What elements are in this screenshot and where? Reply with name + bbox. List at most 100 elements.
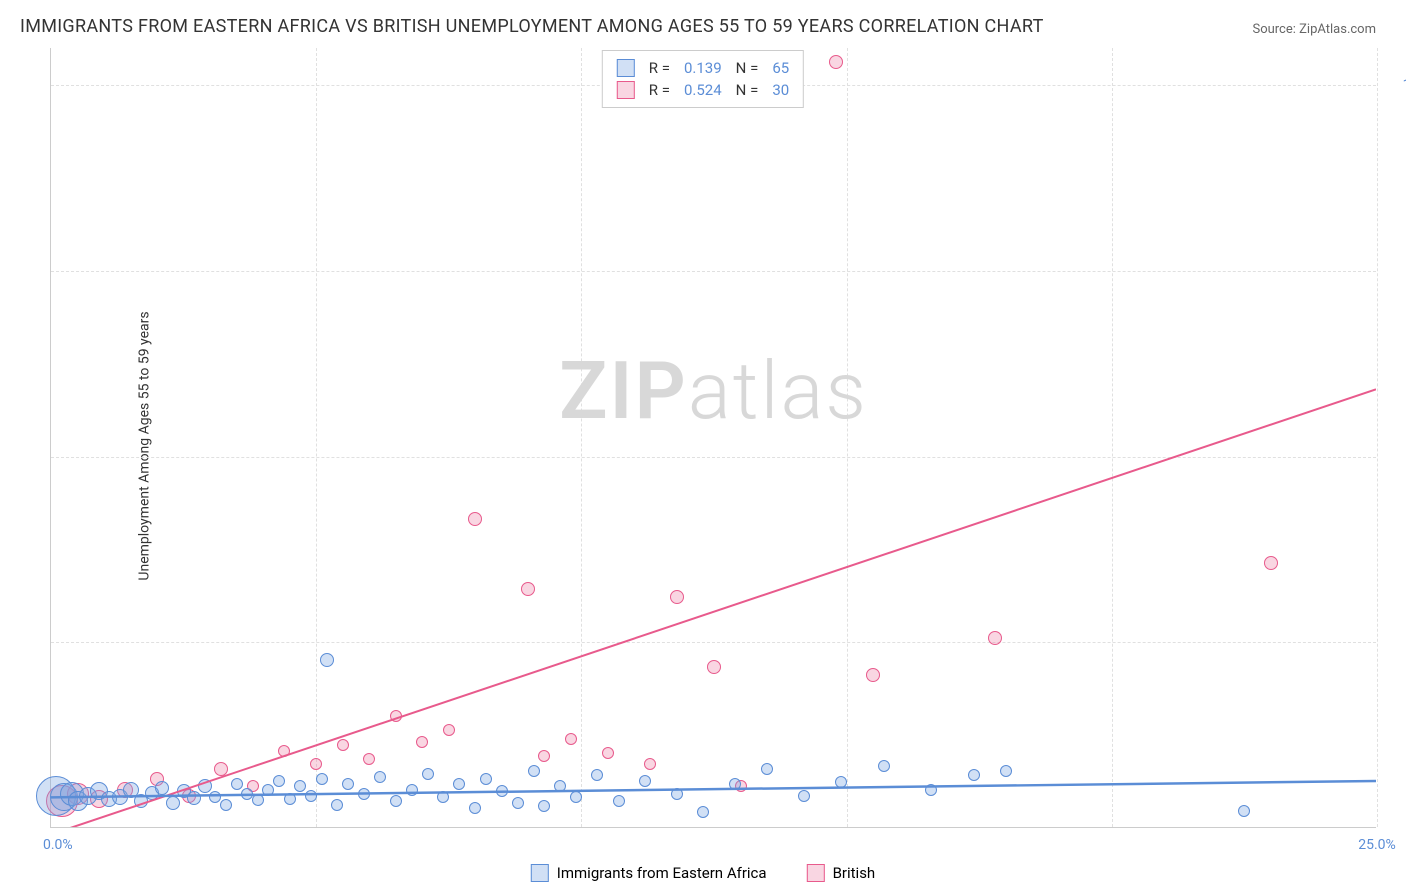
- gridline-vertical: [316, 48, 317, 827]
- data-point-blue: [554, 780, 566, 792]
- data-point-blue: [294, 780, 306, 792]
- data-point-pink: [521, 582, 535, 596]
- data-point-blue: [1238, 805, 1250, 817]
- data-point-blue: [220, 799, 232, 811]
- r-value-blue: 0.139: [684, 59, 722, 77]
- data-point-pink: [866, 668, 880, 682]
- data-point-pink: [337, 739, 349, 751]
- source-attribution: Source: ZipAtlas.com: [1252, 22, 1376, 37]
- data-point-blue: [453, 778, 465, 790]
- chart-container: IMMIGRANTS FROM EASTERN AFRICA VS BRITIS…: [0, 0, 1406, 892]
- data-point-blue: [538, 800, 550, 812]
- data-point-blue: [570, 791, 582, 803]
- data-point-pink: [278, 745, 290, 757]
- data-point-blue: [358, 788, 370, 800]
- data-point-blue: [591, 769, 603, 781]
- data-point-pink: [538, 750, 550, 762]
- data-point-blue: [198, 779, 212, 793]
- legend-swatch-blue: [617, 59, 635, 77]
- gridline-horizontal: [51, 457, 1376, 458]
- watermark-bold: ZIP: [559, 344, 688, 438]
- n-label: N =: [736, 59, 759, 77]
- data-point-blue: [512, 797, 524, 809]
- correlation-legend: R = 0.139 N = 65 R = 0.524 N = 30: [602, 50, 804, 108]
- data-point-blue: [342, 778, 354, 790]
- data-point-blue: [390, 795, 402, 807]
- legend-label-pink: British: [833, 864, 876, 882]
- data-point-pink: [829, 55, 843, 69]
- gridline-horizontal: [51, 271, 1376, 272]
- data-point-pink: [214, 762, 228, 776]
- data-point-pink: [1264, 556, 1278, 570]
- data-point-blue: [613, 795, 625, 807]
- legend-row-blue: R = 0.139 N = 65: [617, 57, 789, 79]
- data-point-blue: [925, 784, 937, 796]
- data-point-blue: [835, 776, 847, 788]
- data-point-blue: [480, 773, 492, 785]
- legend-item-blue: Immigrants from Eastern Africa: [531, 864, 767, 882]
- r-label: R =: [649, 81, 670, 99]
- gridline-horizontal: [51, 642, 1376, 643]
- data-point-pink: [644, 758, 656, 770]
- data-point-pink: [565, 733, 577, 745]
- data-point-blue: [155, 781, 169, 795]
- data-point-pink: [670, 590, 684, 604]
- data-point-blue: [252, 794, 264, 806]
- data-point-blue: [284, 793, 296, 805]
- data-point-blue: [729, 778, 741, 790]
- data-point-blue: [316, 773, 328, 785]
- data-point-blue: [273, 775, 285, 787]
- data-point-blue: [406, 784, 418, 796]
- r-label: R =: [649, 59, 670, 77]
- data-point-blue: [639, 775, 651, 787]
- data-point-blue: [166, 796, 180, 810]
- gridline-vertical: [1377, 48, 1378, 827]
- legend-row-pink: R = 0.524 N = 30: [617, 79, 789, 101]
- legend-swatch-pink: [807, 864, 825, 882]
- data-point-blue: [528, 765, 540, 777]
- legend-swatch-pink: [617, 81, 635, 99]
- x-tick-label: 25.0%: [1358, 837, 1396, 853]
- watermark-light: atlas: [688, 344, 868, 438]
- n-value-pink: 30: [772, 81, 789, 99]
- n-label: N =: [736, 81, 759, 99]
- r-value-pink: 0.524: [684, 81, 722, 99]
- data-point-pink: [390, 710, 402, 722]
- gridline-vertical: [1112, 48, 1113, 827]
- gridline-vertical: [581, 48, 582, 827]
- data-point-pink: [468, 512, 482, 526]
- series-legend: Immigrants from Eastern Africa British: [523, 864, 883, 882]
- data-point-blue: [209, 791, 221, 803]
- gridline-vertical: [847, 48, 848, 827]
- data-point-pink: [707, 660, 721, 674]
- data-point-blue: [187, 791, 201, 805]
- watermark: ZIPatlas: [559, 344, 868, 438]
- data-point-blue: [374, 771, 386, 783]
- trend-line: [51, 389, 1376, 827]
- data-point-blue: [1000, 765, 1012, 777]
- trend-lines-svg: [51, 48, 1376, 827]
- data-point-pink: [310, 758, 322, 770]
- data-point-pink: [443, 724, 455, 736]
- data-point-pink: [602, 747, 614, 759]
- data-point-pink: [416, 736, 428, 748]
- data-point-blue: [968, 769, 980, 781]
- data-point-pink: [988, 631, 1002, 645]
- data-point-blue: [496, 785, 508, 797]
- data-point-blue: [331, 799, 343, 811]
- legend-label-blue: Immigrants from Eastern Africa: [557, 864, 767, 882]
- n-value-blue: 65: [772, 59, 789, 77]
- legend-swatch-blue: [531, 864, 549, 882]
- data-point-blue: [305, 790, 317, 802]
- data-point-blue: [878, 760, 890, 772]
- data-point-blue: [422, 768, 434, 780]
- chart-title: IMMIGRANTS FROM EASTERN AFRICA VS BRITIS…: [20, 16, 1044, 37]
- data-point-blue: [697, 806, 709, 818]
- data-point-blue: [262, 784, 274, 796]
- data-point-blue: [469, 802, 481, 814]
- origin-label: 0.0%: [43, 837, 73, 853]
- data-point-blue: [761, 763, 773, 775]
- data-point-pink: [363, 753, 375, 765]
- plot-area: ZIPatlas 0.0% 25.0%50.0%75.0%100.0%25.0%: [50, 48, 1376, 828]
- data-point-blue: [671, 788, 683, 800]
